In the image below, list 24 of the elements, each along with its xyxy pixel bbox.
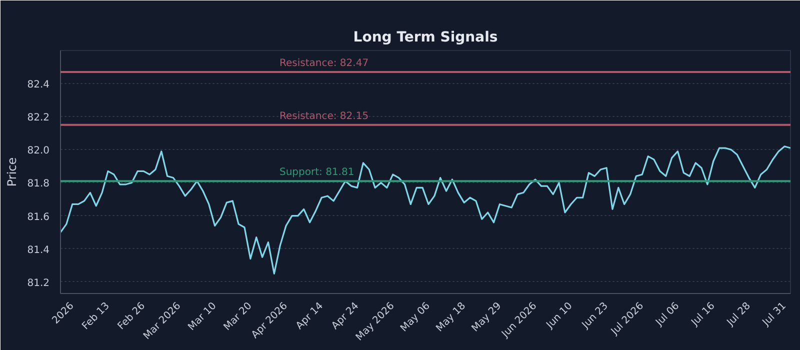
chart-title: Long Term Signals (353, 30, 498, 46)
x-tick-label: Mar 10 (186, 300, 219, 333)
line-series (60, 146, 790, 274)
x-tick-label: Jul 16 (688, 300, 718, 329)
y-tick-label: 81.2 (27, 278, 50, 289)
y-axis-title: Price (5, 157, 20, 187)
x-tick-label: Jun 10 (544, 300, 575, 332)
x-tick-label: Jul 31 (760, 300, 788, 329)
y-tick-label: 81.6 (27, 212, 50, 223)
ref-line-label: Support: 81.81 (280, 167, 354, 178)
y-tick-label: 82.4 (27, 80, 50, 91)
x-tick-label: Jun 23 (580, 300, 610, 332)
y-tick-label: 82.2 (27, 112, 50, 124)
x-tick-label: Apr 24 (330, 300, 362, 332)
y-tick-label: 81.4 (27, 244, 50, 256)
y-tick-label: 81.8 (27, 178, 50, 190)
x-tick-label: Feb 26 (116, 300, 148, 332)
y-tick-label: 82.0 (27, 146, 50, 157)
x-tick-label: Apr 14 (294, 300, 326, 332)
ref-line-label: Resistance: 82.15 (280, 110, 369, 122)
x-tick-label: Jul 06 (653, 300, 682, 329)
x-tick-label: Feb 13 (80, 300, 112, 332)
x-tick-label: Jul 28 (724, 300, 753, 329)
ref-line-label: Resistance: 82.47 (280, 58, 369, 69)
